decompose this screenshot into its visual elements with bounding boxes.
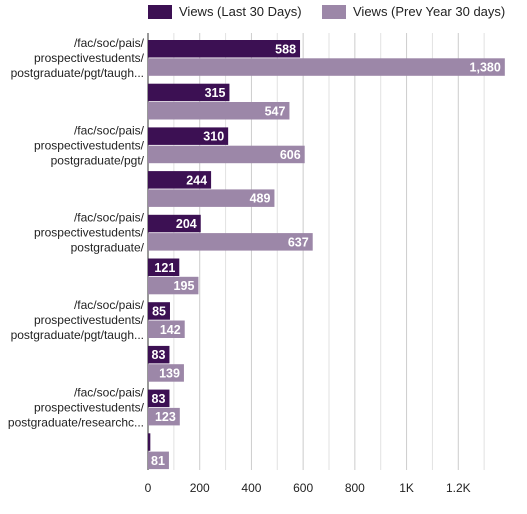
x-tick-label-800: 800 bbox=[345, 481, 365, 495]
bar-s1-9 bbox=[148, 451, 169, 470]
bar-s0-2 bbox=[148, 127, 229, 145]
legend-swatch-prev-year bbox=[322, 4, 346, 19]
bar-label-s0-3: 244 bbox=[186, 173, 207, 187]
category-label-8-1: prospectivestudents/ bbox=[34, 401, 145, 415]
legend-item-prev-year[interactable]: Views (Prev Year 30 days) bbox=[322, 4, 505, 19]
bar-s1-6 bbox=[148, 320, 185, 338]
bar-s0-5 bbox=[148, 258, 180, 276]
bar-label-s0-0: 588 bbox=[275, 42, 296, 56]
category-label-0-0: /fac/soc/pais/ bbox=[74, 36, 145, 50]
bar-s0-1 bbox=[148, 83, 230, 102]
category-label-6-0: /fac/soc/pais/ bbox=[74, 298, 145, 312]
bar-s1-3 bbox=[148, 189, 275, 207]
x-tick-label-1000: 1K bbox=[399, 481, 414, 495]
bar-label-s1-3: 489 bbox=[250, 192, 271, 206]
bar-label-s1-4: 637 bbox=[288, 235, 309, 249]
x-tick-label-1200: 1.2K bbox=[446, 481, 471, 495]
bar-label-s0-7: 83 bbox=[152, 348, 166, 362]
bar-label-s1-6: 142 bbox=[160, 323, 181, 337]
bar-s0-9 bbox=[148, 433, 151, 451]
legend-label-prev-year: Views (Prev Year 30 days) bbox=[353, 4, 506, 19]
bar-s1-7 bbox=[148, 364, 184, 382]
bar-label-s0-4: 204 bbox=[176, 217, 197, 231]
category-label-6-1: prospectivestudents/ bbox=[34, 313, 145, 327]
bar-label-s0-5: 121 bbox=[154, 261, 175, 275]
bar-label-s1-8: 123 bbox=[155, 410, 176, 424]
category-label-6-2: postgraduate/pgt/taugh... bbox=[11, 328, 144, 342]
bar-s1-4 bbox=[148, 233, 313, 251]
bar-s0-4 bbox=[148, 214, 201, 233]
bar-s1-5 bbox=[148, 276, 199, 295]
bar-label-s0-9: 9 bbox=[139, 436, 146, 450]
bar-label-s0-8: 83 bbox=[152, 392, 166, 406]
category-label-4-0: /fac/soc/pais/ bbox=[74, 211, 145, 225]
bar-s0-8 bbox=[148, 389, 170, 408]
x-tick-label-0: 0 bbox=[145, 481, 152, 495]
bar-s0-6 bbox=[148, 302, 170, 320]
bar-label-s0-6: 85 bbox=[152, 304, 166, 318]
bar-s0-7 bbox=[148, 345, 170, 364]
category-label-2-0: /fac/soc/pais/ bbox=[74, 123, 145, 137]
bar-label-s1-5: 195 bbox=[174, 279, 195, 293]
category-label-8-0: /fac/soc/pais/ bbox=[74, 386, 145, 400]
bar-label-s1-0: 1,380 bbox=[470, 61, 501, 75]
category-label-8-2: postgraduate/researchc... bbox=[8, 416, 144, 430]
bar-label-s1-7: 139 bbox=[159, 366, 180, 380]
x-tick-label-400: 400 bbox=[241, 481, 261, 495]
bar-s0-0 bbox=[148, 40, 301, 58]
bar-label-s1-2: 606 bbox=[280, 148, 301, 162]
bar-s1-1 bbox=[148, 102, 290, 120]
category-label-4-1: prospectivestudents/ bbox=[34, 226, 145, 240]
legend-item-last-30-days[interactable]: Views (Last 30 Days) bbox=[148, 4, 302, 19]
x-tick-label-200: 200 bbox=[190, 481, 210, 495]
bar-s0-3 bbox=[148, 171, 212, 189]
legend-label-last-30-days: Views (Last 30 Days) bbox=[179, 4, 302, 19]
bar-s1-2 bbox=[148, 145, 305, 164]
bar-label-s0-2: 310 bbox=[203, 130, 224, 144]
bar-s1-8 bbox=[148, 407, 180, 426]
legend: Views (Last 30 Days) Views (Prev Year 30… bbox=[0, 4, 527, 24]
category-label-0-2: postgraduate/pgt/taugh... bbox=[11, 66, 144, 80]
x-tick-label-600: 600 bbox=[293, 481, 313, 495]
category-label-0-1: prospectivestudents/ bbox=[34, 51, 145, 65]
bar-label-s1-1: 547 bbox=[265, 104, 286, 118]
bar-label-s0-1: 315 bbox=[205, 86, 226, 100]
category-label-4-2: postgraduate/ bbox=[71, 241, 145, 255]
bar-s1-0 bbox=[148, 58, 505, 76]
legend-swatch-last-30-days bbox=[148, 4, 172, 19]
category-label-2-1: prospectivestudents/ bbox=[34, 138, 145, 152]
bar-label-s1-9: 81 bbox=[151, 454, 165, 468]
category-label-2-2: postgraduate/pgt/ bbox=[51, 153, 145, 167]
